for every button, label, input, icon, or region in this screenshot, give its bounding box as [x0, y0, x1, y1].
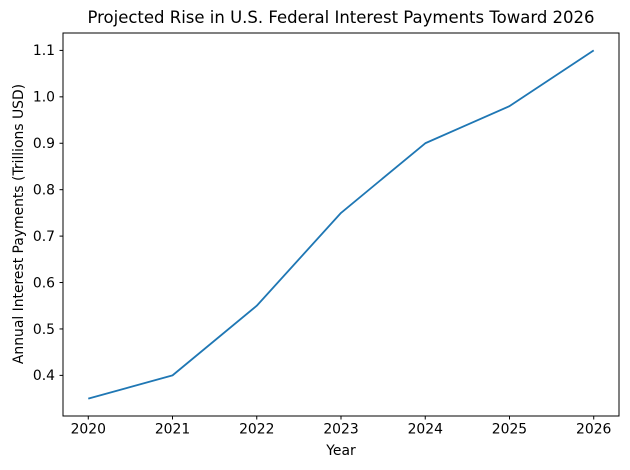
y-tick-label: 0.9 — [33, 136, 55, 152]
y-tick-label: 1.0 — [33, 90, 55, 106]
x-tick-label: 2024 — [408, 422, 444, 438]
y-tick-label: 0.5 — [33, 322, 55, 338]
y-tick-label: 0.6 — [33, 275, 55, 291]
y-tick-label: 1.1 — [33, 43, 55, 59]
x-tick-label: 2022 — [239, 422, 274, 438]
x-tick-label: 2021 — [155, 422, 190, 438]
x-tick-label: 2020 — [71, 422, 106, 438]
x-tick-label: 2023 — [323, 422, 358, 438]
y-tick-label: 0.4 — [33, 368, 55, 384]
x-axis-label: Year — [326, 443, 356, 459]
y-tick-label: 0.8 — [33, 182, 55, 198]
x-tick-label: 2026 — [576, 422, 611, 438]
chart-title: Projected Rise in U.S. Federal Interest … — [87, 8, 595, 27]
data-line — [88, 49, 595, 400]
x-tick-label: 2025 — [492, 422, 527, 438]
y-tick-label: 0.7 — [33, 229, 55, 245]
axes-spines — [62, 32, 620, 417]
